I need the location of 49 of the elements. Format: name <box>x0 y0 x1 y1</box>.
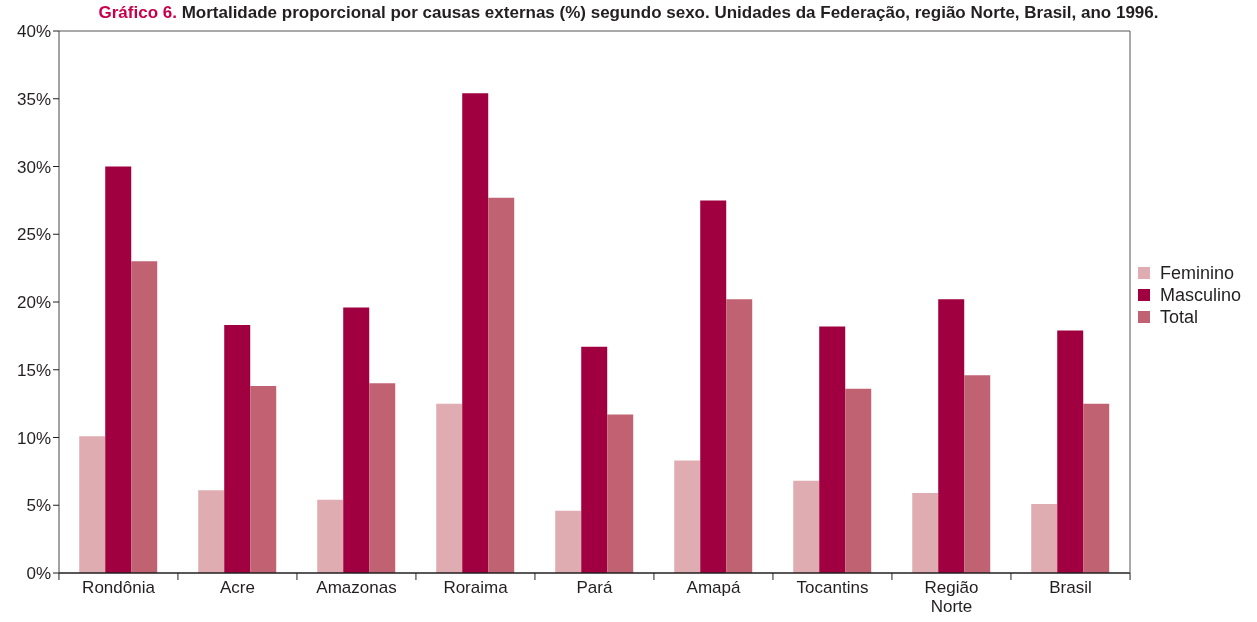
y-tick-label: 5% <box>26 496 51 516</box>
x-tick-label: Pará <box>576 578 613 598</box>
y-tick-label: 40% <box>16 22 51 42</box>
bar <box>1057 330 1084 573</box>
y-tick-label: 25% <box>16 225 51 245</box>
bar <box>1083 403 1110 573</box>
legend-label: Total <box>1160 306 1199 328</box>
x-tick-label: Acre <box>220 578 255 598</box>
bar <box>105 166 132 573</box>
bar <box>700 200 727 573</box>
bar <box>555 510 582 573</box>
y-tick-label: 30% <box>16 157 51 177</box>
bar <box>317 499 344 573</box>
x-tick-label: Rondônia <box>82 578 156 598</box>
bar <box>343 307 370 573</box>
bar <box>793 480 820 573</box>
bar <box>462 93 489 573</box>
y-tick-label: 35% <box>16 89 51 109</box>
bar <box>1031 503 1058 573</box>
bar <box>250 386 277 573</box>
x-tick-label: Amapá <box>686 578 741 598</box>
bar <box>131 261 158 573</box>
x-tick-label: Amazonas <box>316 578 397 598</box>
bar <box>369 383 396 573</box>
y-tick-label: 10% <box>16 428 51 448</box>
x-tick-label: Brasil <box>1049 578 1092 598</box>
x-tick-label: Tocantins <box>796 578 869 598</box>
bar <box>726 299 753 573</box>
y-tick-label: 20% <box>16 293 51 313</box>
bar <box>674 460 701 573</box>
bar <box>964 375 991 573</box>
bar <box>488 197 515 573</box>
bar <box>581 346 608 573</box>
legend-label: Masculino <box>1160 284 1242 306</box>
bar <box>198 490 225 573</box>
bar <box>436 403 463 573</box>
bar <box>224 325 251 573</box>
chart-title: Gráfico 6. Mortalidade proporcional por causas externas (%) segundo sexo. Unidades da Federação, região Norte, Brasil, ano 1996. <box>98 3 1159 22</box>
bar <box>819 326 846 573</box>
bar <box>938 299 965 573</box>
x-tick-label: Região Norte <box>924 578 979 617</box>
bar <box>607 414 634 573</box>
x-tick-label: Roraima <box>443 578 509 598</box>
legend-label: Feminino <box>1160 262 1235 284</box>
bar <box>79 436 106 573</box>
y-tick-label: 0% <box>26 564 51 584</box>
y-tick-label: 15% <box>16 360 51 380</box>
bar <box>845 388 872 573</box>
bar <box>912 493 939 573</box>
